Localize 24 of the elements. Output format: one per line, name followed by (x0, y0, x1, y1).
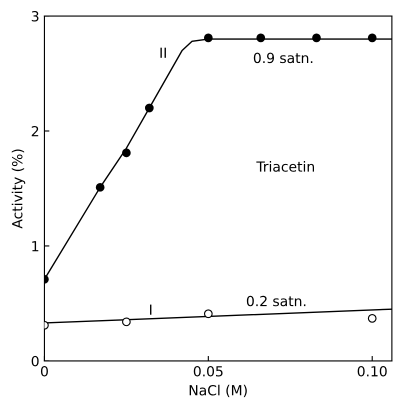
point (368, 314, 377, 323)
point (312, 34, 321, 42)
point (144, 104, 154, 112)
annotation: II (160, 48, 166, 58)
annotation: I (150, 304, 152, 315)
y-tick-label: 2 (32, 126, 38, 136)
annotation: 0.9 satn. (254, 52, 312, 64)
point (256, 34, 266, 42)
y-axis-title: Activity (%) (12, 149, 26, 229)
x-tick-label: 0 (40, 366, 48, 377)
x-tick-label: 0.05 (194, 366, 223, 377)
point (368, 34, 377, 42)
y-tick-label: 0 (32, 356, 39, 366)
y-tick-label: 3 (32, 11, 38, 22)
point (122, 317, 131, 326)
point (204, 34, 213, 42)
annotation: Triacetin (256, 161, 314, 172)
x-axis-title: NaCl (M) (190, 384, 247, 398)
x-tick-label: 0.10 (358, 366, 387, 377)
point (122, 148, 131, 158)
point (96, 182, 105, 192)
annotation: 0.2 satn. (246, 296, 306, 306)
point (204, 309, 213, 318)
y-tick-label: 1 (32, 241, 38, 252)
